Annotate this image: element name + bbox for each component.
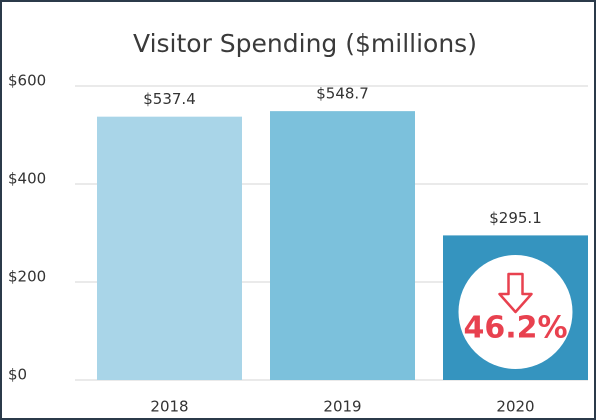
- value-label: $537.4: [143, 90, 196, 108]
- y-tick-label: $200: [8, 268, 46, 286]
- down-arrow: [498, 272, 533, 314]
- x-tick-label: 2020: [496, 398, 534, 416]
- x-tick-label: 2019: [323, 398, 361, 416]
- value-label: $295.1: [489, 209, 542, 227]
- y-tick-label: $600: [8, 72, 46, 90]
- x-tick-label: 2018: [150, 398, 188, 416]
- chart-title: Visitor Spending ($millions): [133, 29, 477, 58]
- value-label: $548.7: [316, 85, 369, 103]
- y-tick-label: $400: [8, 170, 46, 188]
- annotation-text: 46.2%: [463, 311, 567, 346]
- y-tick-label: $0: [8, 366, 27, 384]
- bar: [270, 111, 415, 381]
- bar: [97, 116, 242, 380]
